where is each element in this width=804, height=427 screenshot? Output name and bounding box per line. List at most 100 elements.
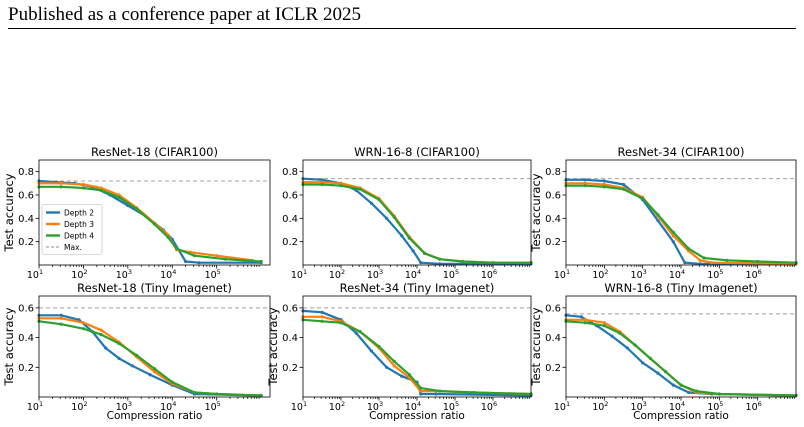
x-tick-exponent: 5: [217, 268, 221, 276]
data-point: [320, 319, 324, 323]
data-point: [215, 392, 219, 396]
data-point: [671, 240, 675, 244]
data-point: [583, 184, 587, 188]
x-tick-exponent: 2: [604, 268, 608, 276]
legend-label: Depth 2: [64, 209, 94, 218]
data-point: [117, 195, 121, 199]
x-tick-label: 106: [481, 400, 497, 413]
data-point: [358, 187, 362, 191]
data-point: [170, 380, 174, 384]
data-point: [756, 259, 760, 264]
y-tick-label: 0.2: [545, 363, 561, 374]
x-tick-label: 104: [405, 268, 421, 281]
y-tick-label: 0.6: [282, 191, 298, 202]
data-point: [419, 386, 423, 390]
legend: Depth 2 Depth 3 Depth 4 Max.: [41, 204, 103, 255]
data-point: [183, 259, 188, 264]
x-tick-exponent: 5: [719, 268, 723, 276]
header-rule: [8, 28, 796, 29]
y-tick-label: 0.2: [282, 237, 298, 248]
plot-frame: [38, 295, 271, 398]
data-point: [602, 321, 606, 325]
x-tick-exponent: 5: [217, 400, 221, 408]
chart-title: WRN-16-8 (CIFAR100): [354, 145, 480, 159]
data-point: [385, 365, 389, 369]
legend-label: Depth 4: [64, 232, 94, 241]
x-tick-exponent: 3: [128, 268, 132, 276]
x-tick-label: 101: [554, 400, 570, 413]
data-point: [671, 234, 675, 238]
data-point: [702, 256, 706, 260]
series-line-depth-2: [302, 177, 531, 265]
y-tick-label: 0.4: [282, 333, 298, 344]
data-point: [656, 371, 660, 375]
y-tick-label: 0.8: [18, 167, 34, 178]
y-tick-label: 0.6: [545, 191, 561, 202]
x-tick-exponent: 2: [604, 400, 608, 408]
x-tick-label: 101: [291, 268, 307, 281]
data-point: [694, 389, 698, 393]
page-header: Published as a conference paper at ICLR …: [8, 4, 361, 25]
data-point: [610, 334, 614, 338]
data-point: [81, 321, 86, 325]
x-tick-label: 102: [71, 400, 87, 413]
y-tick-label: 0.6: [545, 303, 561, 314]
data-point: [320, 315, 324, 319]
data-point: [99, 333, 103, 337]
x-tick-exponent: 3: [379, 268, 383, 276]
data-point: [99, 186, 103, 190]
plot-frame: [565, 159, 797, 266]
y-axis-label: Test accuracy: [529, 307, 543, 386]
data-point: [411, 249, 415, 253]
data-point: [223, 257, 228, 261]
data-point: [358, 330, 362, 334]
data-point: [135, 207, 139, 211]
y-tick-label: 0.4: [18, 214, 34, 225]
data-point: [320, 310, 324, 314]
x-tick-exponent: 5: [455, 400, 459, 408]
data-point: [664, 370, 668, 374]
data-point: [648, 356, 652, 360]
data-point: [472, 390, 476, 395]
y-tick-label: 0.2: [282, 363, 298, 374]
data-point: [130, 364, 134, 368]
series-line-depth-3: [39, 317, 262, 397]
x-tick-label: 103: [367, 268, 383, 281]
data-point: [175, 247, 179, 251]
plot-frame: [565, 295, 797, 398]
data-point: [152, 222, 157, 226]
x-tick-exponent: 1: [39, 268, 43, 276]
series-line-depth-4: [302, 318, 532, 396]
x-tick-label: 104: [160, 268, 176, 281]
data-point: [59, 181, 63, 185]
legend-label: Max.: [64, 243, 82, 252]
data-point: [434, 392, 438, 396]
x-tick-exponent: 1: [39, 400, 43, 408]
x-tick-exponent: 5: [719, 400, 723, 408]
data-point: [679, 383, 683, 387]
x-tick-label: 102: [592, 268, 608, 281]
x-tick-exponent: 3: [379, 400, 383, 408]
data-point: [320, 178, 324, 182]
data-point: [621, 182, 626, 187]
data-point: [59, 316, 63, 320]
chart-title: ResNet-18 (CIFAR100): [91, 145, 218, 159]
x-axis-label: Compression ratio: [369, 410, 465, 422]
x-tick-exponent: 1: [566, 400, 570, 408]
data-point: [377, 198, 381, 202]
data-point: [583, 181, 587, 185]
series-line-depth-4: [566, 184, 797, 264]
chart-panel-1: 101 102 103 104 105 0.2 0.4 0.6 0.8 ResNet-18 (CI…: [2, 145, 271, 281]
data-point: [99, 328, 103, 332]
data-point: [320, 182, 324, 187]
data-point: [377, 344, 381, 349]
data-point: [81, 182, 86, 187]
data-point: [407, 373, 411, 377]
data-point: [259, 393, 263, 398]
x-tick-label: 101: [291, 400, 307, 413]
data-point: [135, 353, 139, 358]
data-point: [683, 261, 687, 265]
chart-panel-3: 101 102 103 104 105 106 0.2 0.4 0.6 0.8 ResNet-34 …: [529, 145, 798, 281]
